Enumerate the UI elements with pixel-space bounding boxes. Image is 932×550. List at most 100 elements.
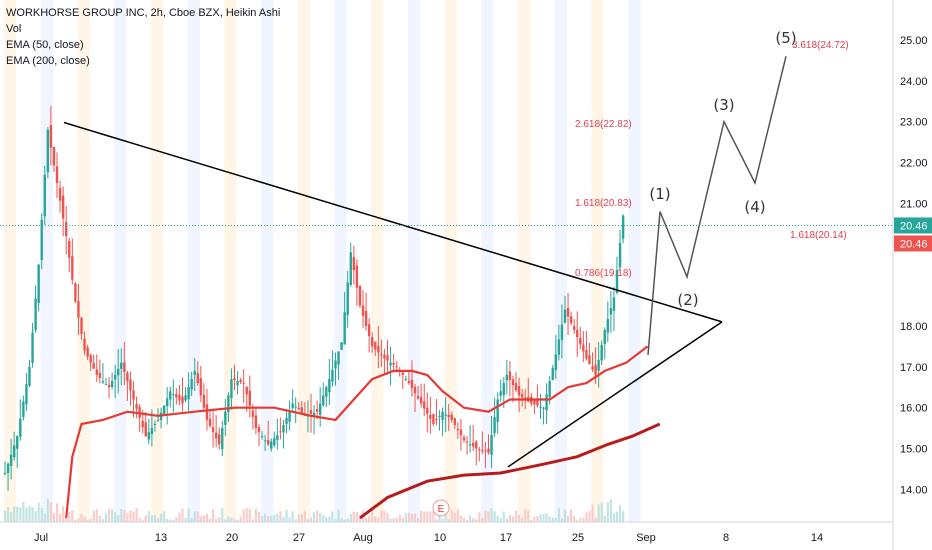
- session-band: [261, 0, 268, 522]
- candle-body: [374, 341, 377, 350]
- last-price-tag[interactable]: [894, 235, 932, 252]
- price-tick-label: 21.00: [900, 198, 928, 210]
- candle-body: [251, 410, 255, 417]
- volume-bar: [573, 516, 576, 522]
- session-band: [450, 0, 457, 522]
- trendline-lower[interactable]: [507, 321, 723, 468]
- volume-bar: [527, 510, 530, 522]
- volume-bar: [144, 515, 147, 522]
- volume-bar: [600, 502, 603, 522]
- volume-bar: [6, 507, 10, 522]
- candle-body: [199, 378, 203, 396]
- candle-body: [456, 428, 460, 431]
- volume-bar: [77, 518, 80, 522]
- candle-body: [227, 395, 230, 413]
- volume-bar: [135, 508, 138, 522]
- volume-bar: [364, 517, 368, 522]
- volume-bar: [306, 518, 310, 522]
- candle-body: [162, 405, 166, 415]
- session-band: [554, 0, 561, 522]
- candle-body: [462, 437, 466, 441]
- candle-body: [193, 370, 196, 375]
- volume-bar: [245, 508, 248, 522]
- candle-body: [86, 347, 89, 357]
- volume-bar: [618, 505, 622, 522]
- candle-body: [520, 394, 524, 398]
- candle-body: [132, 390, 135, 400]
- candle-body: [502, 383, 505, 395]
- candle-body: [557, 339, 561, 355]
- volume-bar: [98, 515, 101, 522]
- volume-bar: [264, 513, 267, 522]
- volume-bar: [560, 518, 564, 522]
- candle-body: [187, 387, 190, 400]
- volume-bar: [481, 517, 484, 522]
- volume-bar: [615, 511, 619, 522]
- candle-body: [511, 379, 515, 386]
- candle-body: [322, 395, 325, 406]
- volume-bar: [25, 507, 28, 522]
- volume-bar: [101, 519, 105, 522]
- legend-vol[interactable]: Vol: [6, 23, 22, 35]
- candle-body: [172, 394, 175, 396]
- candle-body: [178, 395, 181, 401]
- volume-bar: [74, 519, 77, 522]
- legend-ema200[interactable]: EMA (200, close): [6, 55, 90, 67]
- volume-bar: [536, 516, 539, 522]
- fib-label: 2.618(22.82): [575, 119, 632, 130]
- volume-bar: [71, 510, 74, 522]
- volume-bar: [582, 517, 585, 522]
- volume-bar: [493, 510, 496, 522]
- volume-bar: [43, 513, 46, 522]
- candle-body: [37, 264, 40, 303]
- candle-body: [371, 337, 374, 347]
- candle-body: [150, 428, 154, 435]
- candle-body: [123, 362, 126, 372]
- earnings-marker[interactable]: [432, 499, 450, 517]
- candle-body: [153, 423, 157, 425]
- symbol-title[interactable]: WORKHORSE GROUP INC, 2h, Cboe BZX, Heiki…: [6, 7, 281, 19]
- volume-bar: [447, 518, 450, 522]
- volume-bar: [28, 505, 31, 522]
- volume-bar: [80, 514, 83, 522]
- volume-bar: [49, 502, 52, 522]
- legend-ema50[interactable]: EMA (50, close): [6, 39, 84, 51]
- volume-bar: [175, 517, 178, 522]
- candle-body: [517, 385, 521, 396]
- trendline-upper[interactable]: [63, 121, 723, 323]
- candle-body: [355, 265, 359, 288]
- volume-bar: [273, 515, 276, 522]
- volume-bar: [276, 513, 279, 522]
- volume-bar: [334, 518, 337, 522]
- candle-body: [297, 407, 300, 410]
- candle-body: [386, 355, 389, 361]
- candle-body: [221, 428, 224, 450]
- volume-bar: [398, 514, 401, 522]
- volume-bar: [239, 516, 242, 522]
- volume-bar: [62, 506, 65, 522]
- volume-bar: [456, 509, 459, 522]
- elliott-wave-path[interactable]: [647, 56, 787, 356]
- candle-body: [282, 425, 285, 433]
- volume-bar: [346, 518, 349, 522]
- volume-bar: [233, 518, 236, 522]
- candle-body: [484, 450, 487, 452]
- session-band: [628, 0, 635, 522]
- candle-body: [594, 364, 597, 375]
- volume-bar: [31, 507, 34, 522]
- volume-bar: [196, 511, 199, 522]
- last-price-tag[interactable]: [894, 217, 932, 234]
- volume-bar: [10, 512, 13, 522]
- candle-body: [25, 384, 28, 405]
- candle-body: [560, 324, 564, 340]
- volume-bar: [193, 511, 196, 522]
- volume-bar: [426, 511, 429, 522]
- candle-body: [478, 449, 481, 451]
- volume-bar: [530, 519, 533, 522]
- volume-bar: [319, 512, 322, 522]
- volume-bar: [92, 510, 95, 522]
- candle-body: [260, 436, 264, 438]
- candle-body: [110, 381, 114, 387]
- session-band: [597, 0, 604, 522]
